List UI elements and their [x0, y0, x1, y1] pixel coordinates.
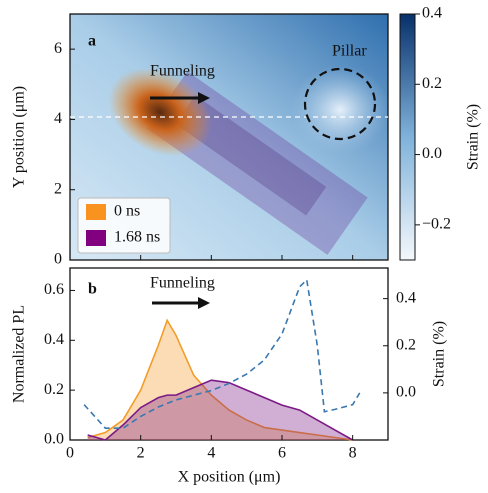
pl-line: [87, 318, 353, 441]
x-tick-label: 8: [349, 445, 357, 462]
y-tick-label: 4: [54, 110, 62, 127]
y-tick-label: 0.0: [44, 431, 64, 448]
legend-label: 1.68 ns: [114, 229, 160, 246]
axes-b: [69, 267, 389, 441]
annotation: Funneling: [150, 275, 215, 292]
pl-line: [87, 379, 354, 441]
pillar-region: [290, 65, 388, 155]
colorbar-tick-label: −0.2: [422, 216, 451, 233]
legend-label: 0 ns: [114, 203, 140, 220]
colorbar-tick-label: 0.0: [422, 145, 442, 162]
annotation: Pillar: [332, 43, 367, 60]
colorbar-tick-label: 0.4: [422, 5, 442, 22]
y-tick-label: 6: [54, 40, 62, 57]
y2-axis-label: Strain (%): [431, 321, 448, 387]
panel-label: a: [88, 33, 96, 50]
y2-tick-label: 0.2: [396, 336, 416, 353]
y-tick-label: 0.2: [44, 381, 64, 398]
colorbar-label: Strain (%): [465, 104, 482, 170]
pillar-circle: [303, 67, 377, 141]
orange-blob: [108, 67, 212, 157]
colorbar: [399, 13, 416, 261]
legend-swatch: [86, 230, 106, 246]
y-tick-label: 0.6: [44, 281, 64, 298]
y-tick-label: 0.4: [44, 331, 64, 348]
arrow-head: [198, 297, 210, 309]
x-tick-label: 0: [66, 445, 74, 462]
strain-line: [83, 278, 361, 430]
colorbar-tick-label: 0.2: [422, 75, 442, 92]
annotation: Funneling: [150, 63, 215, 80]
axes-a: [69, 13, 389, 261]
x-axis-label: X position (μm): [178, 469, 281, 486]
legend-swatch: [86, 204, 106, 220]
x-tick-label: 4: [207, 445, 215, 462]
y-tick-label: 0: [54, 251, 62, 268]
arrow-head: [198, 92, 210, 104]
y-axis-label: Normalized PL: [11, 305, 28, 403]
x-tick-label: 6: [278, 445, 286, 462]
y-axis-label: Y position (μm): [11, 86, 28, 188]
panel-label: b: [88, 281, 97, 298]
area-fill: [87, 380, 353, 440]
y-tick-label: 2: [54, 180, 62, 197]
y2-tick-label: 0.4: [396, 289, 416, 306]
y2-tick-label: 0.0: [396, 384, 416, 401]
x-tick-label: 2: [137, 445, 145, 462]
